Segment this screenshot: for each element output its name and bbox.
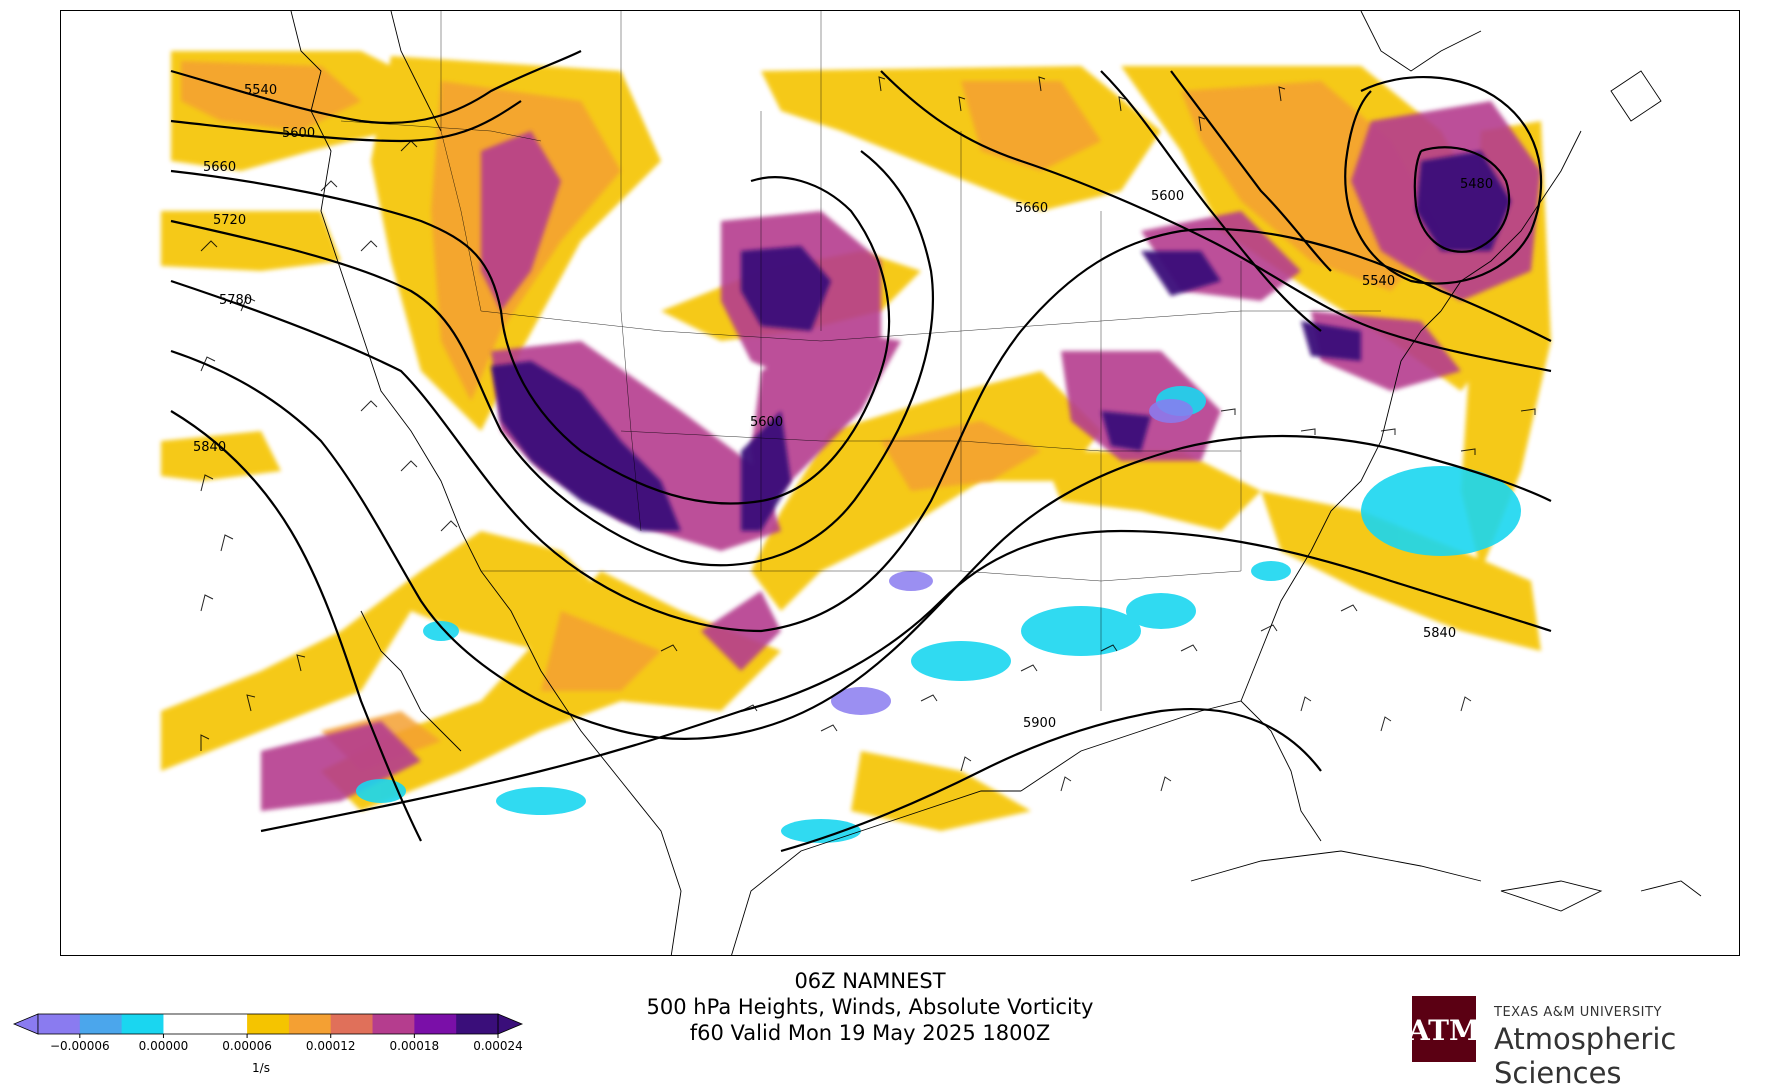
colorbar-bin (205, 1014, 248, 1034)
figure-title: 06Z NAMNEST 500 hPa Heights, Winds, Abso… (600, 968, 1140, 1046)
contour-label-5540-nw: 5540 (244, 83, 277, 98)
contour-label-5840-se: 5840 (1423, 626, 1456, 641)
contour-label-5480-ne: 5480 (1460, 177, 1493, 192)
contour-label-5660-nw: 5660 (203, 160, 236, 175)
colorbar-bin (247, 1014, 290, 1034)
colorbar-bin (163, 1014, 206, 1034)
height-contours (170, 50, 1552, 853)
title-line-fields: 500 hPa Heights, Winds, Absolute Vortici… (646, 995, 1094, 1019)
logo-university: TEXAS A&M UNIVERSITY (1494, 1005, 1662, 1020)
title-line-valid-time: f60 Valid Mon 19 May 2025 1800Z (689, 1021, 1051, 1045)
colorbar-bin (456, 1014, 499, 1034)
logo-department: Atmospheric Sciences (1494, 1022, 1677, 1090)
colorbar-outline (37, 1013, 499, 1035)
vorticity-field (161, 51, 1551, 843)
tamu-logo: ATM TEXAS A&M UNIVERSITY Atmospheric Sci… (1407, 996, 1782, 1090)
logo-mark-text: ATM (1412, 1014, 1476, 1047)
colorbar-bin (330, 1014, 374, 1034)
title-line-model: 06Z NAMNEST (794, 969, 946, 993)
colorbar-bins (12, 1013, 524, 1035)
colorbar-graphic: −0.00006 0.00000 0.00006 0.00012 0.00018 0.00… (12, 1013, 524, 1075)
colorbar-bin (79, 1014, 123, 1034)
vorticity-map: 5540 5600 5660 5720 5780 5840 5600 5660 … (161, 11, 1702, 955)
contour-label-5900-gulf: 5900 (1023, 716, 1056, 731)
colorbar-bin (288, 1014, 332, 1034)
tamu-atm-logo-mark: ATM (1407, 996, 1480, 1062)
colorbar-extend-high (497, 1013, 524, 1035)
colorbar-unit: 1/s (252, 1061, 270, 1075)
contour-label-5780-w: 5780 (219, 293, 252, 308)
colorbar-ticks: −0.00006 0.00000 0.00006 0.00012 0.00018 0.00… (50, 1034, 523, 1053)
state-borders (340, 11, 1381, 711)
colorbar-bin (372, 1014, 415, 1034)
colorbar-tick-label: 0.00018 (390, 1039, 440, 1053)
contour-label-5600-center: 5600 (750, 415, 783, 430)
colorbar-tick-label: −0.00006 (50, 1039, 110, 1053)
wind-barbs (200, 76, 1536, 792)
colorbar-bin (38, 1014, 81, 1034)
contour-label-5540-ne: 5540 (1362, 274, 1395, 289)
contour-labels: 5540 5600 5660 5720 5780 5840 5600 5660 … (193, 83, 1493, 731)
colorbar-tick-label: 0.00024 (473, 1039, 523, 1053)
contour-label-5660-north: 5660 (1015, 201, 1048, 216)
contour-label-5840-sw: 5840 (193, 440, 226, 455)
colorbar-tick-label: 0.00000 (139, 1039, 189, 1053)
colorbar-bin (121, 1014, 164, 1034)
map-panel: 5540 5600 5660 5720 5780 5840 5600 5660 … (60, 10, 1740, 956)
contour-label-5600-ne: 5600 (1151, 189, 1184, 204)
coastlines (290, 11, 1702, 955)
colorbar-tick-label: 0.00006 (222, 1039, 272, 1053)
contour-label-5720-w: 5720 (213, 213, 246, 228)
colorbar-tick-label: 0.00012 (306, 1039, 356, 1053)
colorbar-bin (414, 1014, 457, 1034)
colorbar-extend-low (12, 1013, 39, 1035)
contour-label-5600-nw: 5600 (282, 126, 315, 141)
colorbar: −0.00006 0.00000 0.00006 0.00012 0.00018 0.00… (8, 1006, 528, 1076)
